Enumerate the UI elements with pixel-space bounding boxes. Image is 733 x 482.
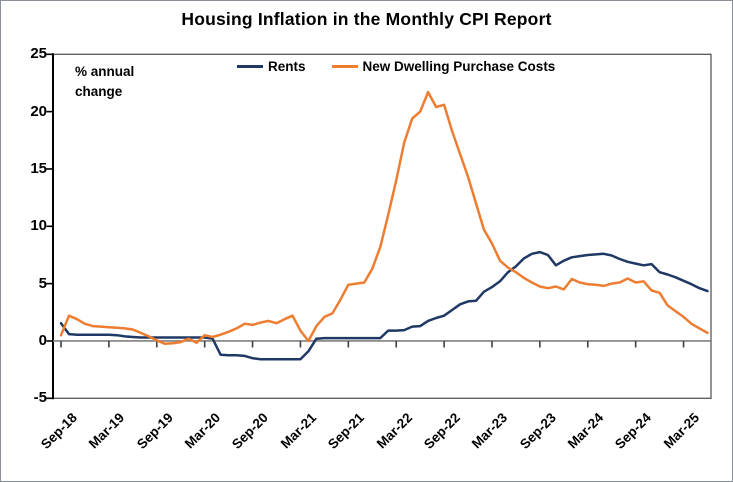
x-axis-tick-label: Sep-19 — [133, 410, 176, 452]
x-axis-tick-label: Mar-24 — [565, 410, 607, 452]
legend-label-new-dwelling: New Dwelling Purchase Costs — [362, 59, 556, 74]
rents-line-swatch-icon — [237, 64, 263, 69]
x-axis-tick-label: Sep-18 — [37, 410, 80, 452]
legend-item-new-dwelling: New Dwelling Purchase Costs — [331, 59, 556, 74]
x-axis-tick-label: Sep-20 — [229, 410, 272, 452]
y-axis-tick-label: 15 — [30, 159, 47, 177]
x-axis-tick-label: Mar-19 — [86, 410, 128, 452]
x-axis-tick-label: Mar-22 — [373, 410, 415, 452]
y-axis-labels: 25 20 15 10 5 0 -5 — [7, 1, 47, 481]
x-axis-tick-label: Mar-25 — [660, 410, 703, 452]
series-line-new-dwelling-purchase-costs — [59, 90, 709, 346]
x-axis-tick-label: Mar-20 — [181, 410, 224, 452]
legend: Rents New Dwelling Purchase Costs — [237, 59, 555, 74]
y-axis-tick-label: 10 — [30, 217, 47, 235]
series-line-rents — [59, 250, 709, 361]
chart-title: Housing Inflation in the Monthly CPI Rep… — [181, 9, 552, 29]
y-axis-tick-label: 20 — [30, 102, 47, 120]
x-axis-tick-label: Sep-23 — [516, 410, 559, 452]
y-axis-tick-label: 0 — [38, 331, 47, 349]
x-axis-tick-label: Sep-22 — [420, 410, 463, 452]
x-axis-tick-label: Sep-21 — [325, 410, 367, 452]
legend-label-rents: Rents — [268, 59, 306, 74]
x-axis-tick-label: Sep-24 — [612, 410, 655, 452]
x-axis-tick-label: Mar-21 — [277, 410, 320, 452]
y-axis-tick-label: 5 — [38, 274, 47, 292]
y-axis-tick-label: 25 — [30, 45, 47, 63]
new-dwelling-line-swatch-icon — [331, 64, 358, 69]
legend-item-rents: Rents — [237, 59, 306, 74]
y-axis-unit-note: % annual change — [75, 64, 135, 99]
x-axis-tick-label: Mar-23 — [469, 410, 511, 452]
y-axis-tick-label: -5 — [33, 389, 47, 407]
